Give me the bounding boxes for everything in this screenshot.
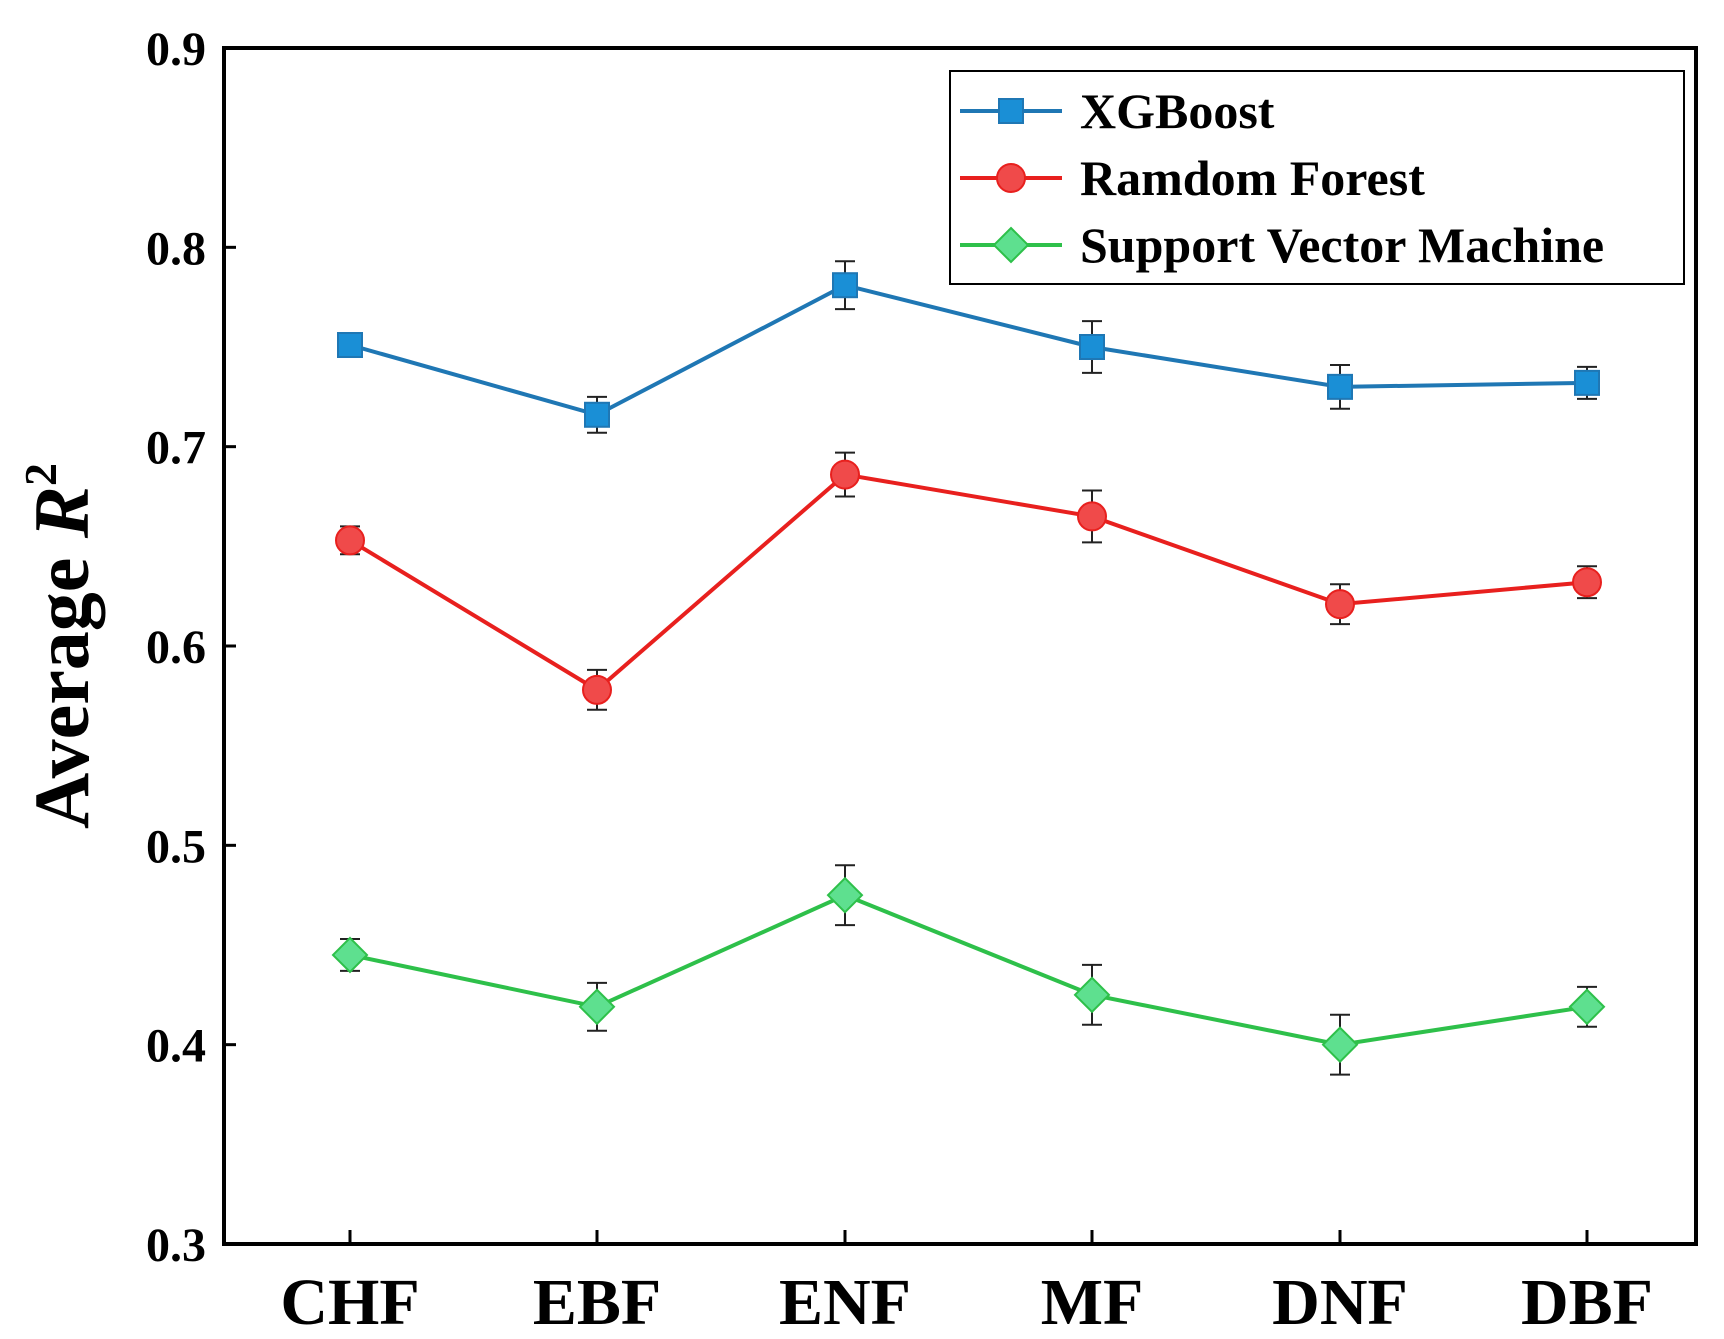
data-point: [335, 525, 365, 556]
data-point: [826, 876, 864, 914]
series-line: [349, 283, 1588, 417]
y-tick-label: 0.3: [146, 1219, 206, 1272]
series-line: [349, 892, 1588, 1047]
y-tick-label: 0.4: [146, 1020, 206, 1073]
data-point: [584, 401, 610, 428]
data-point: [582, 674, 612, 705]
data-point: [578, 988, 616, 1026]
legend-marker: [992, 226, 1030, 264]
x-tick-label: MF: [1041, 1266, 1144, 1339]
data-point: [1321, 1026, 1359, 1064]
data-point: [331, 936, 369, 974]
legend-item: XGBoost: [960, 83, 1275, 139]
y-axis-label-text: Average: [18, 558, 105, 829]
legend-item: Support Vector Machine: [960, 217, 1604, 273]
series-support-vector-machine: [331, 864, 1606, 1076]
y-axis-label-superscript: 2: [15, 463, 66, 486]
x-tick-label: DBF: [1521, 1266, 1653, 1339]
y-tick-label: 0.5: [146, 820, 206, 873]
y-axis: 0.3 0.4 0.5 0.6 0.7 0.8 0.9: [146, 23, 236, 1272]
series-xgboost: [337, 260, 1600, 434]
y-tick-label: 0.8: [146, 222, 206, 275]
series-ramdom-forest: [335, 451, 1602, 711]
legend-marker: [996, 163, 1026, 193]
y-tick-label: 0.6: [146, 621, 206, 674]
series-line: [348, 472, 1588, 693]
data-point: [1325, 589, 1355, 620]
x-axis: CHF EBF ENF MF DNF DBF: [280, 1230, 1653, 1339]
data-point: [832, 272, 858, 299]
x-tick-label: EBF: [533, 1266, 661, 1339]
y-axis-label: Average R2: [15, 463, 105, 829]
data-point: [337, 332, 363, 359]
data-point: [1077, 501, 1107, 532]
data-point: [1568, 988, 1606, 1026]
y-tick-label: 0.7: [146, 422, 206, 475]
x-tick-label: DNF: [1272, 1266, 1408, 1339]
series-layer: [331, 260, 1606, 1076]
x-tick-label: ENF: [779, 1266, 911, 1339]
data-point: [830, 459, 860, 490]
y-axis-label-symbol: R: [18, 486, 105, 539]
legend-label: Support Vector Machine: [1080, 217, 1604, 273]
y-tick-label: 0.9: [146, 23, 206, 76]
data-point: [1572, 567, 1602, 598]
x-tick-label: CHF: [280, 1266, 419, 1339]
data-point: [1079, 334, 1105, 360]
data-point: [1574, 369, 1600, 396]
legend-item: Ramdom Forest: [960, 150, 1425, 206]
legend: XGBoost Ramdom Forest Support Vector Machi…: [949, 70, 1685, 285]
data-point: [1327, 373, 1353, 400]
legend-box: [949, 70, 1685, 285]
data-point: [1073, 976, 1111, 1014]
legend-label: Ramdom Forest: [1080, 150, 1425, 206]
legend-marker: [998, 98, 1024, 124]
legend-label: XGBoost: [1080, 83, 1275, 139]
